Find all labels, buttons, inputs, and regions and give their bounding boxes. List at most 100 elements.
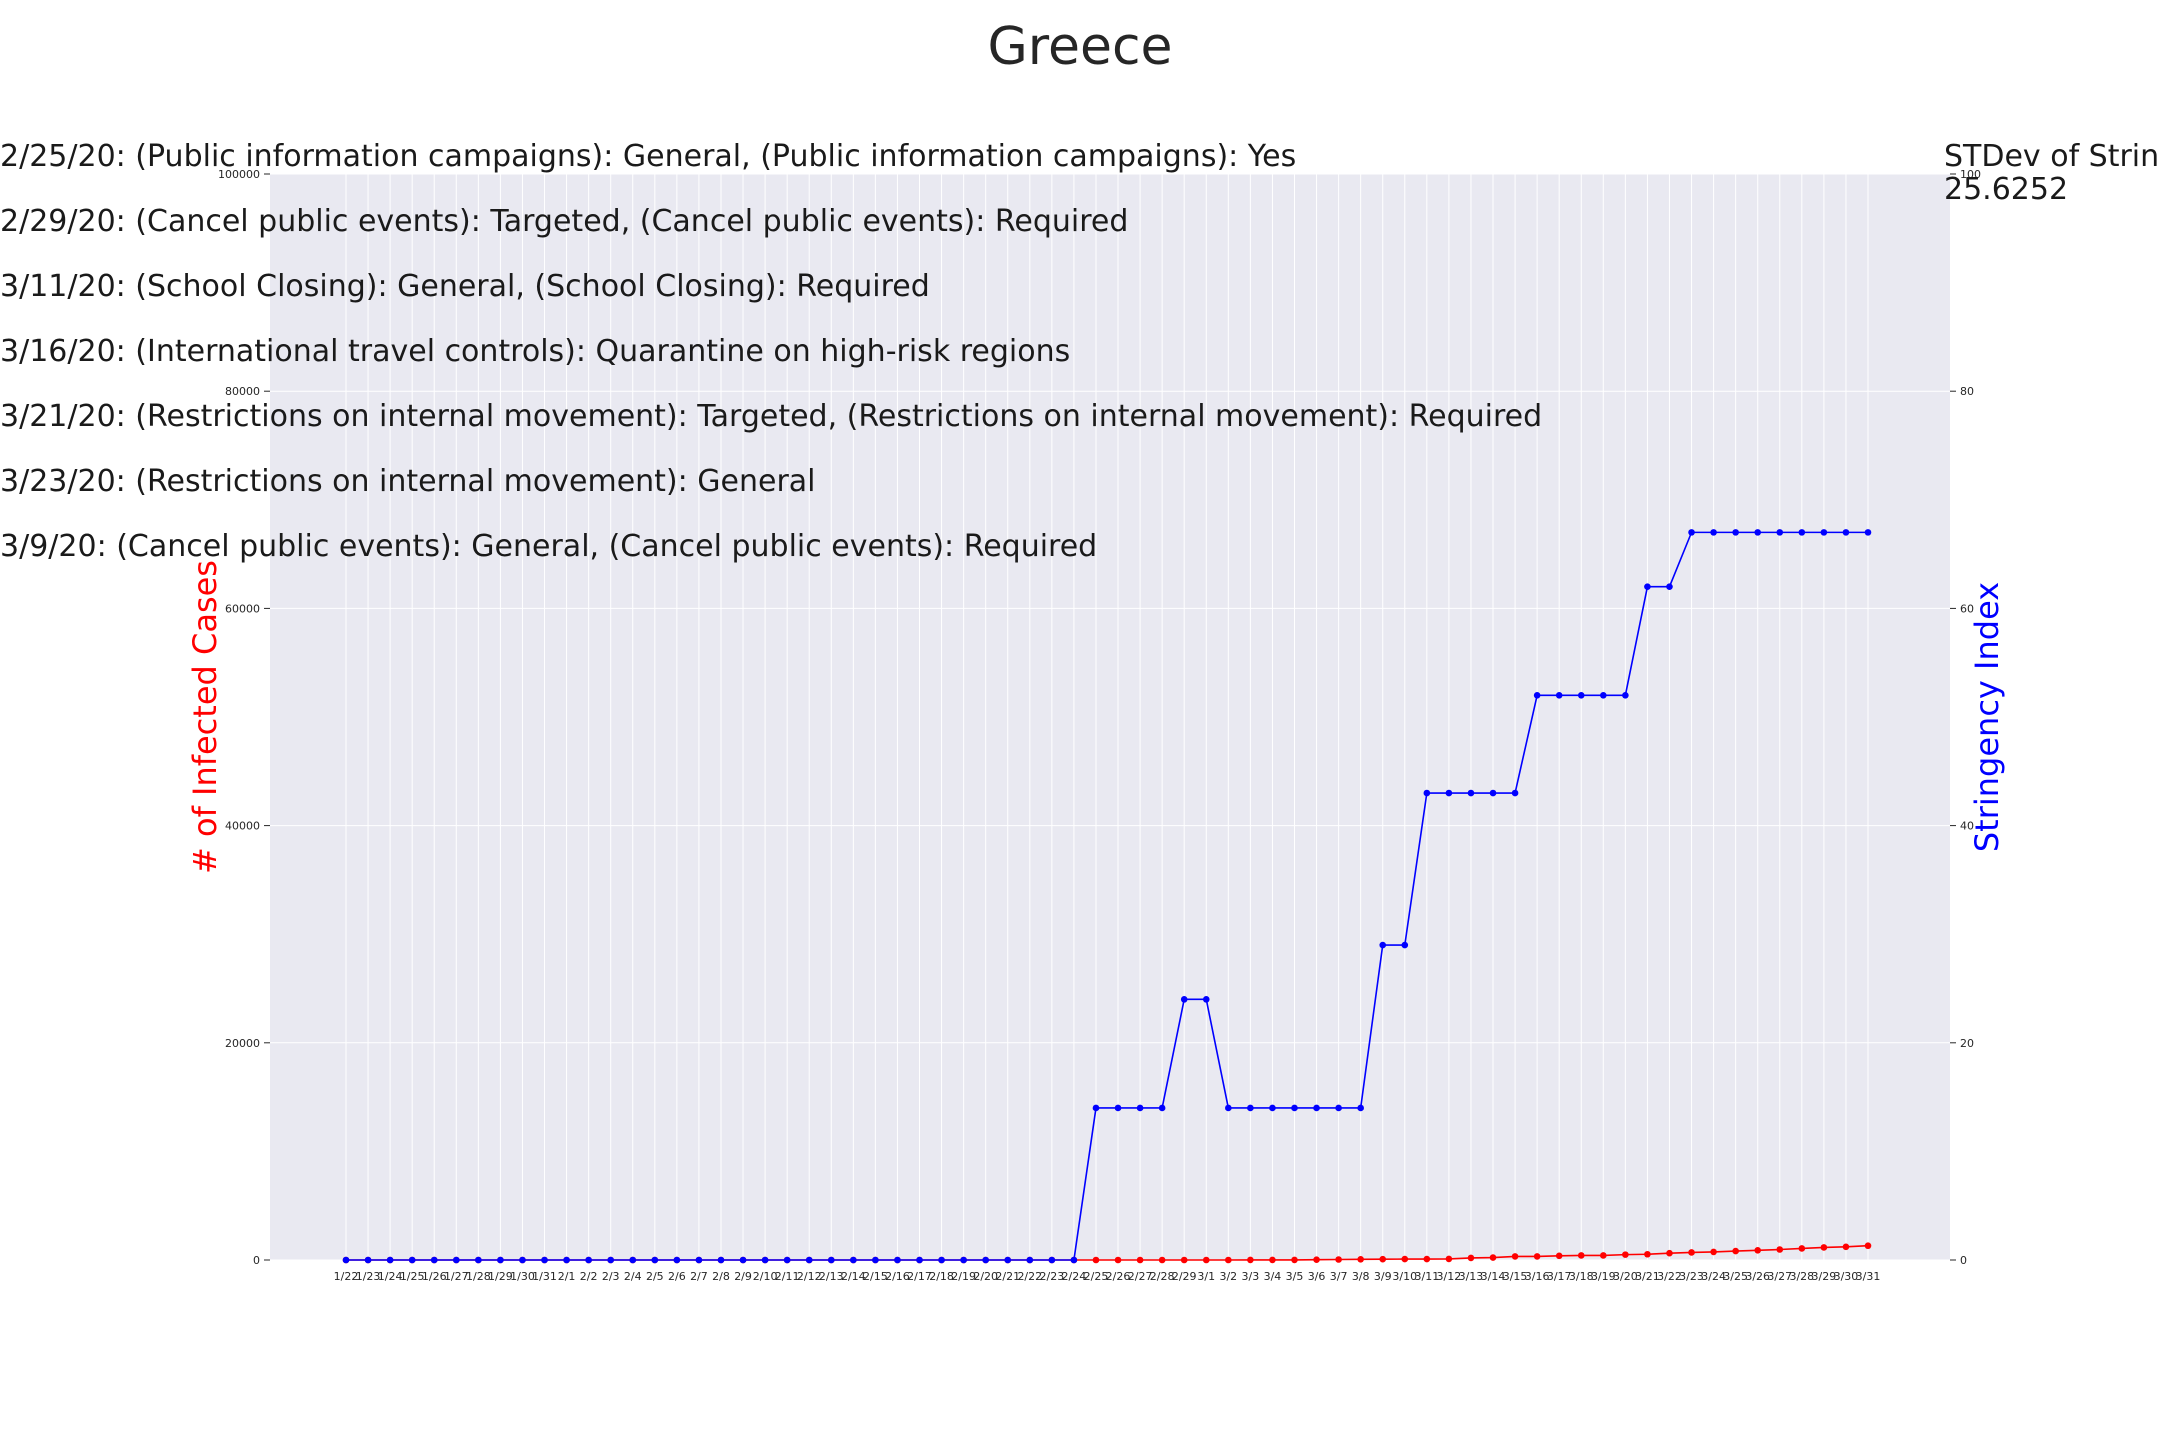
- data-point-cases: [1202, 1256, 1210, 1264]
- data-point-stringency: [607, 1256, 614, 1264]
- data-point-stringency: [519, 1256, 526, 1264]
- x-tick-label: 2/12: [797, 1270, 822, 1283]
- x-tick-label: 3/11: [1414, 1270, 1439, 1283]
- y-tick-label-left: 60000: [225, 602, 260, 615]
- data-point-stringency: [1202, 996, 1210, 1003]
- x-tick-label: 3/17: [1547, 1270, 1572, 1283]
- data-point-stringency: [1225, 1104, 1232, 1112]
- data-point-stringency: [894, 1256, 901, 1264]
- data-point-stringency: [1644, 583, 1651, 590]
- data-point-stringency: [1864, 529, 1872, 536]
- x-tick-label: 1/22: [334, 1270, 359, 1283]
- data-point-cases: [1225, 1256, 1232, 1264]
- data-point-stringency: [651, 1256, 659, 1264]
- grid: [270, 173, 1950, 1261]
- data-point-cases: [1158, 1256, 1166, 1264]
- x-tick-label: 2/16: [885, 1270, 910, 1283]
- x-tick-label: 3/8: [1352, 1270, 1370, 1283]
- y-tick-label-right: 0: [1960, 1254, 1967, 1267]
- data-point-cases: [1247, 1256, 1254, 1264]
- x-tick-label: 1/31: [532, 1270, 557, 1283]
- x-tick-label: 2/24: [1062, 1270, 1087, 1283]
- x-tick-label: 3/10: [1392, 1270, 1417, 1283]
- data-point-cases: [1269, 1256, 1276, 1264]
- series-layer: [342, 529, 1872, 1264]
- x-tick-label: 2/4: [624, 1270, 642, 1283]
- x-tick-label: 2/26: [1106, 1270, 1131, 1283]
- data-point-cases: [1577, 1252, 1585, 1259]
- x-tick-label: 1/30: [510, 1270, 535, 1283]
- y-tick-label-right: 40: [1960, 820, 1974, 833]
- x-tick-label: 3/25: [1723, 1270, 1748, 1283]
- policy-annotation: 3/16/20: (International travel controls)…: [0, 334, 1070, 369]
- y-tick-label-right: 20: [1960, 1037, 1974, 1050]
- data-point-stringency: [739, 1256, 747, 1264]
- x-tick-label: 3/23: [1679, 1270, 1704, 1283]
- data-point-cases: [1313, 1256, 1320, 1263]
- x-tick-label: 3/24: [1701, 1270, 1726, 1283]
- policy-annotation: 3/11/20: (School Closing): General, (Sch…: [0, 269, 930, 304]
- data-point-cases: [1401, 1255, 1409, 1263]
- data-point-stringency: [1798, 529, 1806, 536]
- data-point-cases: [1842, 1243, 1850, 1251]
- policy-annotation: 2/25/20: (Public information campaigns):…: [0, 139, 1296, 174]
- data-point-stringency: [1820, 529, 1828, 536]
- x-tick-label: 3/28: [1789, 1270, 1814, 1283]
- x-tick-label: 2/27: [1128, 1270, 1153, 1283]
- data-point-cases: [1666, 1249, 1673, 1257]
- x-tick-label: 3/15: [1503, 1270, 1528, 1283]
- series-line-stringency: [346, 531, 1868, 1261]
- x-tick-label: 3/27: [1767, 1270, 1792, 1283]
- x-tick-label: 3/7: [1330, 1270, 1348, 1283]
- y-tick-label-left: 20000: [225, 1037, 260, 1050]
- data-point-stringency: [1070, 1256, 1078, 1264]
- x-tick-label: 3/29: [1812, 1270, 1837, 1283]
- x-tick-label: 2/19: [951, 1270, 976, 1283]
- x-tick-label: 3/3: [1242, 1270, 1260, 1283]
- x-tick-label: 2/18: [929, 1270, 954, 1283]
- data-point-cases: [1423, 1255, 1431, 1263]
- y-tick-label-right: 80: [1960, 385, 1974, 398]
- data-point-stringency: [1423, 789, 1431, 797]
- data-point-stringency: [585, 1256, 592, 1264]
- data-point-stringency: [452, 1256, 460, 1264]
- annotations: 2/25/20: (Public information campaigns):…: [0, 139, 1542, 564]
- x-tick-label: 2/14: [841, 1270, 866, 1283]
- stdev-label: STDev of Stringency: [1944, 139, 2160, 174]
- data-point-stringency: [1048, 1256, 1056, 1264]
- data-point-stringency: [1004, 1256, 1012, 1264]
- data-point-cases: [1600, 1252, 1607, 1259]
- x-tick-label: 1/28: [466, 1270, 491, 1283]
- x-tick-label: 2/2: [580, 1270, 598, 1283]
- data-point-stringency: [938, 1256, 945, 1264]
- data-point-stringency: [1489, 789, 1497, 797]
- data-point-stringency: [1600, 691, 1607, 699]
- data-point-stringency: [1335, 1104, 1342, 1112]
- x-tick-label: 1/29: [488, 1270, 513, 1283]
- x-tick-label: 2/25: [1084, 1270, 1109, 1283]
- data-point-cases: [1136, 1256, 1144, 1264]
- data-point-stringency: [850, 1256, 857, 1264]
- data-point-stringency: [475, 1256, 482, 1264]
- data-point-stringency: [629, 1256, 637, 1264]
- x-tick-label: 3/6: [1308, 1270, 1326, 1283]
- y-tick-label-left: 100000: [218, 168, 260, 181]
- policy-annotation: 3/23/20: (Restrictions on internal movem…: [0, 464, 816, 499]
- x-tick-label: 2/1: [558, 1270, 576, 1283]
- data-point-cases: [1533, 1253, 1541, 1260]
- data-point-cases: [1864, 1242, 1872, 1250]
- x-tick-label: 2/7: [690, 1270, 708, 1283]
- y-axis-label-left: # of Infected Cases: [186, 560, 224, 874]
- data-point-cases: [1732, 1247, 1739, 1255]
- x-tick-label: 1/27: [444, 1270, 469, 1283]
- x-tick-label: 3/13: [1459, 1270, 1484, 1283]
- data-point-stringency: [430, 1256, 438, 1264]
- x-tick-label: 1/25: [400, 1270, 425, 1283]
- x-tick-label: 2/13: [819, 1270, 844, 1283]
- data-point-stringency: [1136, 1104, 1144, 1112]
- data-point-stringency: [872, 1256, 879, 1264]
- policy-annotation: 3/9/20: (Cancel public events): General,…: [0, 529, 1097, 564]
- data-point-cases: [1776, 1246, 1784, 1253]
- data-point-stringency: [1180, 996, 1188, 1003]
